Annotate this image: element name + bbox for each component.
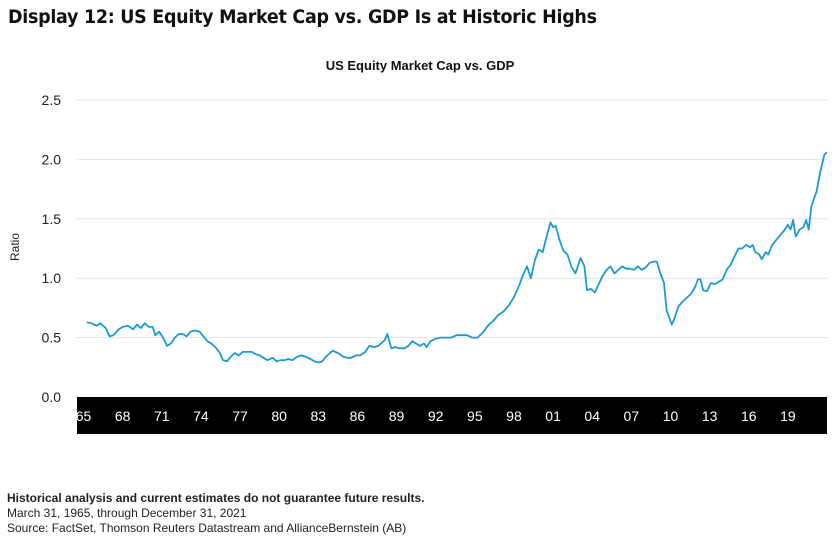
x-tick-label: 19 (780, 408, 796, 424)
x-tick-label: 74 (193, 408, 209, 424)
gridlines (77, 99, 827, 339)
x-tick-label: 04 (584, 408, 600, 424)
x-axis-band (77, 397, 827, 434)
chart-title: US Equity Market Cap vs. GDP (326, 58, 515, 73)
x-tick-label: 92 (428, 408, 444, 424)
x-tick-label: 13 (702, 408, 718, 424)
source-note: Source: FactSet, Thomson Reuters Datastr… (7, 521, 407, 535)
series-layer (86, 151, 828, 364)
x-tick-label: 95 (467, 408, 483, 424)
x-tick-label: 83 (311, 408, 327, 424)
footer: Historical analysis and current estimate… (7, 491, 424, 536)
period-note: March 31, 1965, through December 31, 202… (7, 506, 247, 520)
y-tick-label: 0.0 (42, 389, 62, 405)
y-tick-label: 1.0 (42, 270, 62, 286)
x-tick-label: 01 (545, 408, 561, 424)
x-tick-label: 80 (271, 408, 287, 424)
x-axis-ticks: 65 68 71 74 77 80 83 86 89 92 95 98 01 04 07 10 13 16 19 (76, 408, 796, 424)
x-tick-label: 77 (232, 408, 248, 424)
disclaimer-note: Historical analysis and current estimate… (7, 491, 425, 505)
line-chart: US Equity Market Cap vs. GDP 0.0 0.5 1.0 1.… (8, 58, 828, 434)
y-tick-label: 1.5 (42, 211, 62, 227)
y-tick-label: 2.5 (42, 92, 62, 108)
x-tick-label: 16 (741, 408, 757, 424)
y-tick-label: 2.0 (42, 151, 62, 167)
x-tick-label: 07 (624, 408, 640, 424)
y-tick-label: 0.5 (42, 330, 62, 346)
x-tick-label: 89 (389, 408, 405, 424)
y-axis-ticks: 0.0 0.5 1.0 1.5 2.0 2.5 (42, 92, 62, 405)
x-tick-label: 71 (154, 408, 170, 424)
x-tick-label: 68 (115, 408, 131, 424)
display-title: Display 12: US Equity Market Cap vs. GDP… (8, 6, 597, 28)
y-axis-label: Ratio (8, 233, 22, 261)
x-tick-label: 86 (350, 408, 366, 424)
x-tick-label: 65 (76, 408, 92, 424)
x-tick-label: 98 (506, 408, 522, 424)
series-line (86, 151, 828, 364)
x-tick-label: 10 (663, 408, 679, 424)
